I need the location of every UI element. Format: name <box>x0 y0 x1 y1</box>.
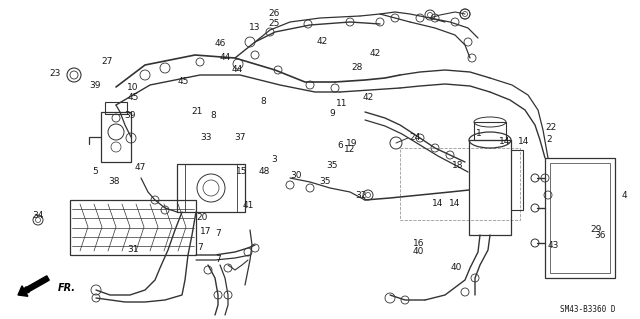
Text: 32: 32 <box>355 191 367 201</box>
Bar <box>105 102 127 114</box>
Text: 13: 13 <box>249 23 260 32</box>
Text: 14: 14 <box>432 199 444 209</box>
Text: 4: 4 <box>621 191 627 201</box>
Text: 1: 1 <box>476 129 482 137</box>
Bar <box>70 200 196 255</box>
Text: 27: 27 <box>101 56 113 65</box>
Text: 44: 44 <box>220 53 230 62</box>
Text: 35: 35 <box>319 176 331 186</box>
Text: 14: 14 <box>449 199 461 209</box>
Text: 23: 23 <box>49 70 61 78</box>
Text: 10: 10 <box>127 84 139 93</box>
Text: 35: 35 <box>326 160 338 169</box>
Text: SM43-B3360 D: SM43-B3360 D <box>559 306 615 315</box>
Text: 20: 20 <box>196 213 208 222</box>
Text: 39: 39 <box>89 80 100 90</box>
Text: 37: 37 <box>234 133 246 143</box>
Text: 6: 6 <box>337 142 343 151</box>
Text: 31: 31 <box>127 246 139 255</box>
Text: 42: 42 <box>316 36 328 46</box>
Text: 7: 7 <box>215 229 221 239</box>
Text: 5: 5 <box>92 167 98 175</box>
Text: 28: 28 <box>351 63 363 72</box>
Text: 43: 43 <box>547 241 559 249</box>
Text: 21: 21 <box>191 108 203 116</box>
Text: 46: 46 <box>214 39 226 48</box>
Text: 45: 45 <box>177 77 189 85</box>
Text: 7: 7 <box>215 256 221 264</box>
Text: 36: 36 <box>595 232 605 241</box>
Text: 41: 41 <box>243 201 253 210</box>
Text: 3: 3 <box>271 155 277 165</box>
Text: 14: 14 <box>499 137 511 145</box>
Text: 19: 19 <box>346 138 358 147</box>
Text: 30: 30 <box>291 170 301 180</box>
Text: 29: 29 <box>590 225 602 234</box>
Text: 8: 8 <box>210 110 216 120</box>
Text: 44: 44 <box>232 65 243 75</box>
Text: 40: 40 <box>412 247 424 256</box>
FancyArrow shape <box>18 276 49 296</box>
Text: 47: 47 <box>134 164 146 173</box>
Text: 24: 24 <box>410 133 420 143</box>
Text: 12: 12 <box>344 145 356 153</box>
Text: 14: 14 <box>518 137 530 145</box>
Text: 48: 48 <box>259 167 269 175</box>
Text: 17: 17 <box>200 226 212 235</box>
Bar <box>237 164 245 212</box>
Text: 39: 39 <box>124 110 136 120</box>
Bar <box>474 122 506 140</box>
Text: 9: 9 <box>329 108 335 117</box>
Text: 38: 38 <box>108 176 120 186</box>
Text: 42: 42 <box>362 93 374 102</box>
Text: 42: 42 <box>369 49 381 58</box>
Text: 8: 8 <box>260 98 266 107</box>
Text: 26: 26 <box>268 10 280 19</box>
Text: 15: 15 <box>236 167 248 175</box>
Bar <box>177 164 185 212</box>
Text: FR.: FR. <box>58 283 76 293</box>
Bar <box>550 163 610 273</box>
Bar <box>177 164 245 212</box>
Text: 45: 45 <box>127 93 139 102</box>
Text: 7: 7 <box>197 242 203 251</box>
Text: 40: 40 <box>451 263 461 272</box>
Text: 2: 2 <box>546 136 552 145</box>
Bar <box>101 112 131 162</box>
Bar <box>469 140 511 235</box>
Text: 16: 16 <box>413 240 425 249</box>
Text: 18: 18 <box>452 160 464 169</box>
Text: 25: 25 <box>268 19 280 27</box>
Text: 33: 33 <box>200 132 212 142</box>
Bar <box>545 158 615 278</box>
Text: 22: 22 <box>545 122 557 131</box>
Text: 11: 11 <box>336 100 348 108</box>
Text: 34: 34 <box>32 211 44 220</box>
